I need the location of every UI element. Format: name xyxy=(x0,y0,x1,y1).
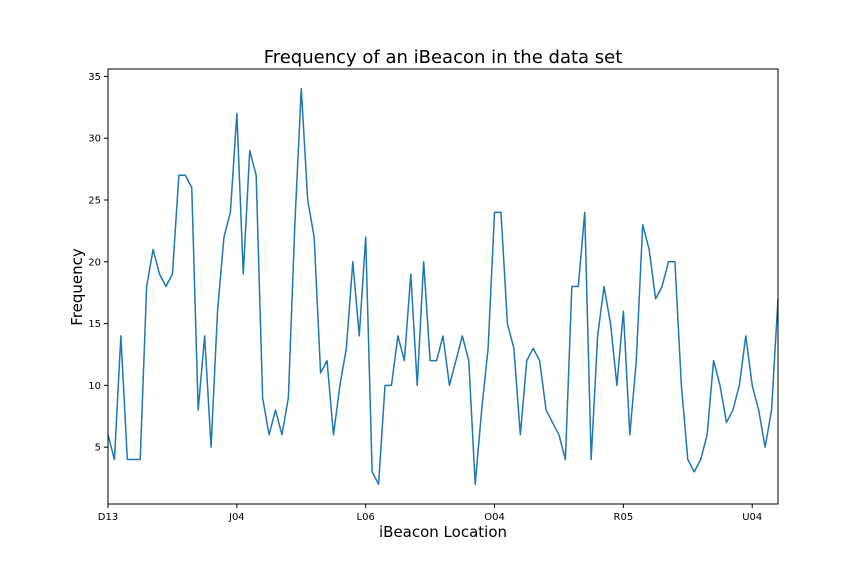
y-axis-ticks: 5 10 15 20 25 30 35 xyxy=(88,72,108,454)
y-tick-label: 35 xyxy=(88,72,101,83)
plot-background xyxy=(108,69,778,504)
x-axis-title: iBeacon Location xyxy=(379,523,507,541)
y-tick-label: 10 xyxy=(88,381,101,392)
y-axis-title: Frequency xyxy=(68,248,86,326)
x-tick-label: J04 xyxy=(228,512,245,523)
plot-frame xyxy=(107,68,779,505)
y-tick-label: 5 xyxy=(95,443,101,454)
chart-title: Frequency of an iBeacon in the data set xyxy=(264,47,623,68)
y-tick-label: 20 xyxy=(88,257,101,268)
y-tick-label: 25 xyxy=(88,195,101,206)
x-tick-label: L06 xyxy=(357,512,375,523)
x-tick-label: D13 xyxy=(98,512,118,523)
x-tick-label: U04 xyxy=(742,512,762,523)
series-line xyxy=(107,88,779,485)
y-tick-label: 30 xyxy=(88,134,101,145)
x-axis-ticks: D13 J04 L06 O04 R05 U04 xyxy=(98,504,762,523)
y-tick-label: 15 xyxy=(88,319,101,330)
x-tick-label: R05 xyxy=(614,512,634,523)
x-tick-label: O04 xyxy=(484,512,505,523)
